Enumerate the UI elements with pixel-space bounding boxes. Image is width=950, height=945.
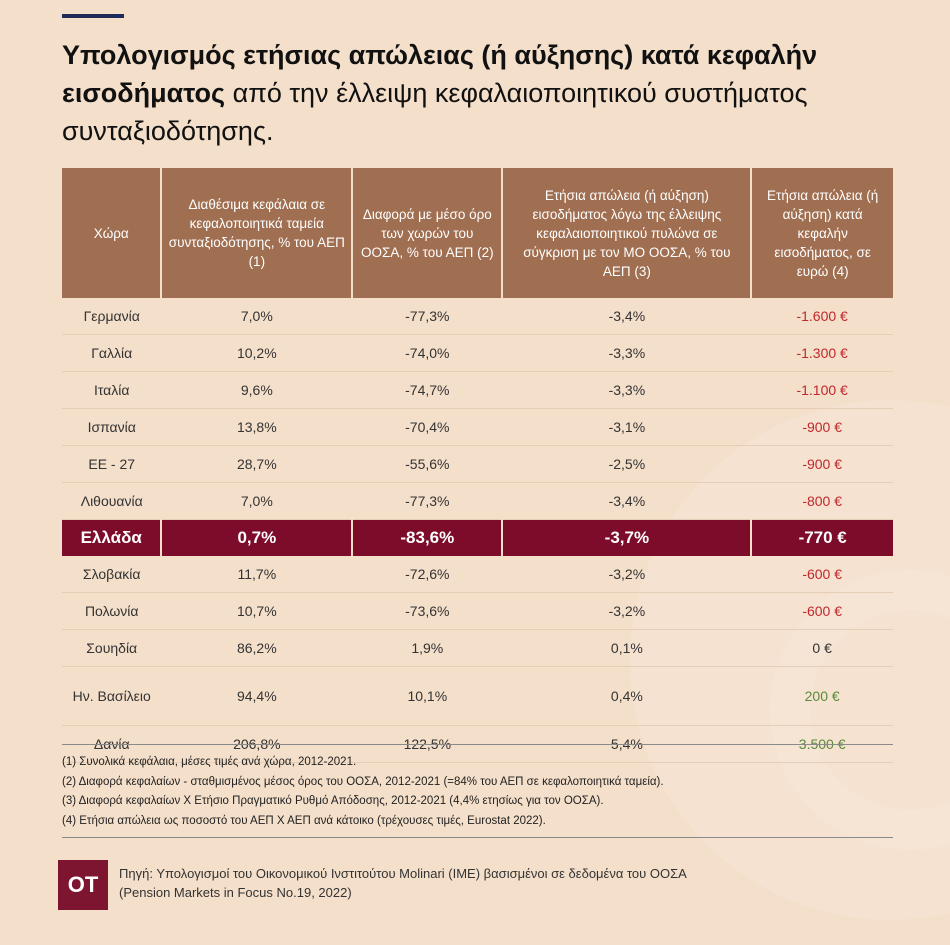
value-cell: 7,0% [161, 482, 353, 520]
value-cell: -1.300 € [751, 334, 893, 372]
value-cell: 0 € [751, 629, 893, 667]
value-cell: -1.600 € [751, 298, 893, 335]
ot-logo: ΟΤ [58, 860, 108, 910]
country-cell: ΕΕ - 27 [62, 445, 162, 483]
value-cell: -600 € [751, 592, 893, 630]
value-cell: 94,4% [161, 666, 353, 726]
value-cell: -600 € [751, 556, 893, 593]
table-header-row: Χώρα Διαθέσιμα κεφάλαια σε κεφαλοποιητικά… [62, 168, 893, 298]
country-cell: Ην. Βασίλειο [62, 666, 162, 726]
country-cell: Ιταλία [62, 371, 162, 409]
value-cell: 28,7% [161, 445, 353, 483]
footnotes: (1) Συνολικά κεφάλαια, μέσες τιμές ανά χ… [62, 744, 893, 838]
footnote: (3) Διαφορά κεφαλαίων Χ Ετήσιο Πραγματικ… [62, 795, 604, 807]
value-cell: 200 € [751, 666, 893, 726]
value-cell: -3,4% [502, 482, 752, 520]
column-header: Χώρα [62, 168, 163, 298]
country-cell: Λιθουανία [62, 482, 162, 520]
column-header: Ετήσια απώλεια (ή αύξηση) εισοδήματος λό… [502, 168, 753, 298]
value-cell: -77,3% [352, 482, 503, 520]
data-table: Χώρα Διαθέσιμα κεφάλαια σε κεφαλοποιητικά… [62, 168, 893, 763]
value-cell: 13,8% [161, 408, 353, 446]
country-cell: Σουηδία [62, 629, 162, 667]
source-line: (Pension Markets in Focus No.19, 2022) [119, 885, 352, 900]
value-cell: -83,6% [352, 519, 504, 556]
table-row: Σλοβακία 11,7% -72,6% -3,2% -600 € [62, 556, 893, 593]
value-cell: -800 € [751, 482, 893, 520]
value-cell: 10,2% [161, 334, 353, 372]
table-row-highlighted: Ελλάδα 0,7% -83,6% -3,7% -770 € [62, 519, 893, 556]
footnote: (2) Διαφορά κεφαλαίων - σταθμισμένος μέσ… [62, 775, 664, 788]
value-cell: 11,7% [161, 556, 353, 593]
table-row: Σουηδία 86,2% 1,9% 0,1% 0 € [62, 629, 893, 667]
value-cell: 0,4% [502, 666, 752, 726]
value-cell: -74,7% [352, 371, 503, 409]
country-cell: Γερμανία [62, 298, 162, 335]
page-title: Υπολογισμός ετήσιας απώλειας (ή αύξησης)… [62, 36, 922, 150]
value-cell: -73,6% [352, 592, 503, 630]
column-header: Ετήσια απώλεια (ή αύξηση) κατά κεφαλήν ε… [751, 168, 893, 298]
table-row: Γερμανία 7,0% -77,3% -3,4% -1.600 € [62, 298, 893, 335]
value-cell: -70,4% [352, 408, 503, 446]
value-cell: 86,2% [161, 629, 353, 667]
value-cell: 0,1% [502, 629, 752, 667]
table-row: Λιθουανία 7,0% -77,3% -3,4% -800 € [62, 482, 893, 520]
value-cell: -77,3% [352, 298, 503, 335]
value-cell: -3,3% [502, 334, 752, 372]
table-row: Πολωνία 10,7% -73,6% -3,2% -600 € [62, 592, 893, 630]
country-cell: Ισπανία [62, 408, 162, 446]
country-cell: Πολωνία [62, 592, 162, 630]
table-row: Γαλλία 10,2% -74,0% -3,3% -1.300 € [62, 334, 893, 372]
value-cell: -74,0% [352, 334, 503, 372]
value-cell: 7,0% [161, 298, 353, 335]
value-cell: -3,7% [502, 519, 753, 556]
table-row: Ιταλία 9,6% -74,7% -3,3% -1.100 € [62, 371, 893, 409]
value-cell: -3,2% [502, 592, 752, 630]
value-cell: -55,6% [352, 445, 503, 483]
country-cell: Σλοβακία [62, 556, 162, 593]
country-cell: Ελλάδα [62, 519, 163, 556]
value-cell: 10,7% [161, 592, 353, 630]
accent-bar [62, 14, 124, 18]
title-light: από την έλλειψη κεφαλαιοποιητικού συστήμ… [62, 78, 808, 146]
footnote: (4) Ετήσια απώλεια ως ποσοστό του ΑΕΠ Χ … [62, 814, 546, 827]
value-cell: -3,4% [502, 298, 752, 335]
value-cell: -3,1% [502, 408, 752, 446]
table-row: Ισπανία 13,8% -70,4% -3,1% -900 € [62, 408, 893, 446]
title-bold: Υπολογισμός ετήσιας απώλειας (ή αύξησης)… [62, 40, 818, 108]
footnote: (1) Συνολικά κεφάλαια, μέσες τιμές ανά χ… [62, 756, 357, 768]
table-row: ΕΕ - 27 28,7% -55,6% -2,5% -900 € [62, 445, 893, 483]
value-cell: 10,1% [352, 666, 503, 726]
value-cell: 1,9% [352, 629, 503, 667]
value-cell: -2,5% [502, 445, 752, 483]
value-cell: -3,2% [502, 556, 752, 593]
table-row: Ην. Βασίλειο 94,4% 10,1% 0,4% 200 € [62, 666, 893, 726]
value-cell: -900 € [751, 445, 893, 483]
country-cell: Γαλλία [62, 334, 162, 372]
value-cell: -3,3% [502, 371, 752, 409]
value-cell: -1.100 € [751, 371, 893, 409]
value-cell: -770 € [751, 519, 893, 556]
column-header: Διαφορά με μέσο όρο των χωρών του ΟΟΣΑ, … [352, 168, 504, 298]
value-cell: -900 € [751, 408, 893, 446]
value-cell: 9,6% [161, 371, 353, 409]
source-text: Πηγή: Υπολογισμοί του Οικονομικού Ινστιτ… [119, 864, 687, 902]
column-header: Διαθέσιμα κεφάλαια σε κεφαλοποιητικά ταμ… [161, 168, 354, 298]
value-cell: -72,6% [352, 556, 503, 593]
source-line: Πηγή: Υπολογισμοί του Οικονομικού Ινστιτ… [119, 866, 687, 881]
value-cell: 0,7% [161, 519, 354, 556]
